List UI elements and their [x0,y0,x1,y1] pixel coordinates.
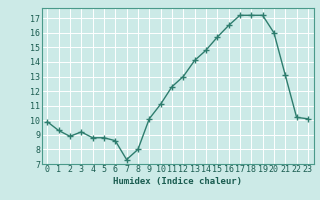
X-axis label: Humidex (Indice chaleur): Humidex (Indice chaleur) [113,177,242,186]
